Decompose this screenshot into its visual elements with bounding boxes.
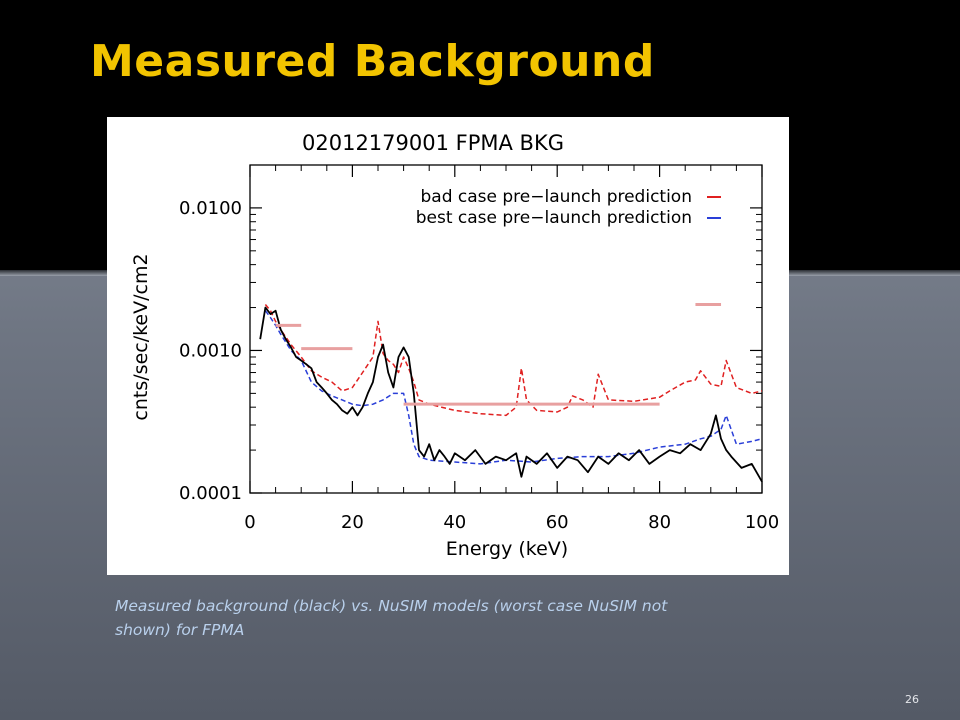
legend-label: bad case pre−launch prediction — [420, 187, 692, 207]
best-case-series-line — [264, 310, 763, 465]
y-tick-label: 0.0010 — [179, 340, 242, 361]
chart-panel: 02012179001 FPMA BKG cnts/sec/keV/cm2 En… — [107, 117, 789, 575]
x-tick-label: 80 — [648, 512, 671, 533]
x-tick-label: 0 — [244, 512, 255, 533]
y-tick-label: 0.0100 — [179, 198, 242, 219]
x-tick-label: 100 — [745, 512, 779, 533]
chart-svg: 02012179001 FPMA BKG cnts/sec/keV/cm2 En… — [130, 131, 779, 560]
x-axis-label: Energy (keV) — [446, 538, 568, 560]
chart-title: 02012179001 FPMA BKG — [302, 131, 564, 155]
bad-case-series-line — [264, 304, 763, 417]
y-tick-label: 0.0001 — [179, 483, 242, 504]
measured-background-line — [259, 306, 763, 483]
y-axis-label: cnts/sec/keV/cm2 — [130, 253, 152, 420]
plot-layer: 0 20 40 60 80 100 0.0001 0.0010 0.0100 bad case p… — [179, 164, 779, 533]
slide-title: Measured Background — [90, 36, 655, 87]
x-tick-label: 40 — [443, 512, 466, 533]
slide-number: 26 — [905, 693, 919, 706]
x-tick-label: 20 — [341, 512, 364, 533]
slide-caption: Measured background (black) vs. NuSIM mo… — [115, 597, 668, 639]
legend-label: best case pre−launch prediction — [416, 208, 692, 228]
x-tick-label: 60 — [546, 512, 569, 533]
